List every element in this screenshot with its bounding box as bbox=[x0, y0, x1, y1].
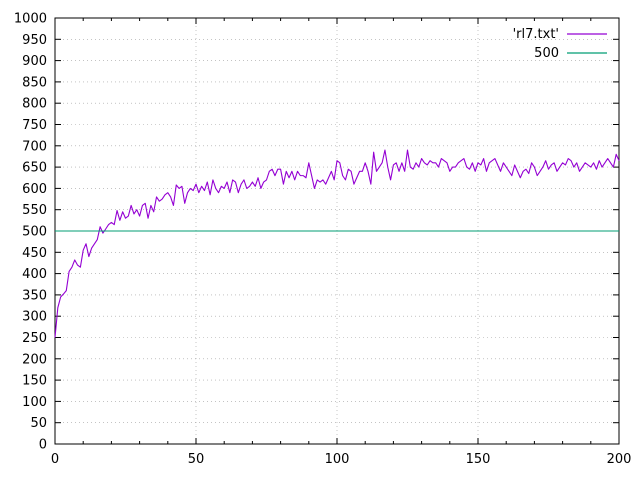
x-tick-label: 0 bbox=[51, 452, 59, 467]
y-tick-label: 900 bbox=[22, 54, 47, 69]
legend-label-series-2: 500 bbox=[534, 46, 559, 61]
y-tick-label: 850 bbox=[22, 75, 47, 90]
x-tick-label: 100 bbox=[325, 452, 350, 467]
y-tick-label: 350 bbox=[22, 288, 47, 303]
y-tick-label: 400 bbox=[22, 267, 47, 282]
x-tick-label: 200 bbox=[607, 452, 632, 467]
y-tick-label: 700 bbox=[22, 139, 47, 154]
y-tick-label: 1000 bbox=[14, 12, 47, 27]
y-tick-label: 250 bbox=[22, 331, 47, 346]
legend-label-series-1: 'rl7.txt' bbox=[513, 27, 559, 42]
y-tick-label: 450 bbox=[22, 246, 47, 261]
y-tick-label: 500 bbox=[22, 225, 47, 240]
series-line-1 bbox=[54, 149, 620, 338]
y-tick-label: 950 bbox=[22, 33, 47, 48]
legend: 'rl7.txt' 500 bbox=[513, 27, 607, 61]
x-tick-label: 150 bbox=[466, 452, 491, 467]
y-tick-label: 550 bbox=[22, 203, 47, 218]
y-tick-label: 100 bbox=[22, 395, 47, 410]
y-tick-label: 750 bbox=[22, 118, 47, 133]
y-tick-label: 650 bbox=[22, 161, 47, 176]
y-tick-label: 200 bbox=[22, 352, 47, 367]
y-tick-label: 800 bbox=[22, 97, 47, 112]
y-tick-label: 300 bbox=[22, 310, 47, 325]
y-tick-label: 150 bbox=[22, 374, 47, 389]
y-tick-label: 50 bbox=[30, 416, 47, 431]
y-tick-label: 600 bbox=[22, 182, 47, 197]
y-tick-label: 0 bbox=[39, 438, 47, 453]
x-tick-label: 50 bbox=[188, 452, 205, 467]
series-lines bbox=[54, 149, 620, 338]
axes: 0501001502002503003504004505005506006507… bbox=[14, 12, 632, 468]
